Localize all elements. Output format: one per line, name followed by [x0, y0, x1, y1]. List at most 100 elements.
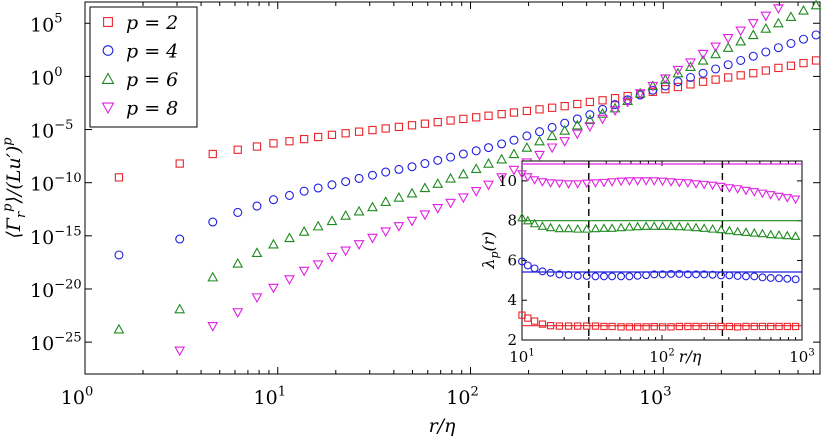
inset-data-point [563, 223, 574, 233]
data-point [560, 102, 569, 111]
inset-data-point [674, 178, 685, 188]
inset-data-point [684, 322, 692, 331]
data-point [354, 173, 364, 183]
inset-data-point [599, 178, 609, 188]
data-point [380, 227, 392, 238]
x-tick-label: 102 [446, 384, 478, 409]
inset-data-point [657, 177, 668, 187]
inset-data-point [607, 223, 617, 232]
data-point [433, 155, 443, 165]
inset-data-point [517, 212, 527, 222]
data-point [584, 114, 596, 125]
data-point [208, 149, 217, 159]
data-point [735, 35, 747, 46]
inset-data-point [632, 177, 643, 186]
inset-data-point [554, 179, 565, 189]
inset-x-tick-label: 102 [649, 347, 674, 366]
data-point [747, 19, 759, 29]
inset-y-tick-label: 4 [507, 291, 517, 309]
inset-series-p-4 [518, 257, 800, 284]
main-axes-box [84, 1, 821, 375]
data-point [685, 58, 696, 69]
data-point [484, 143, 494, 153]
inset-data-point [774, 192, 784, 202]
data-point [483, 180, 494, 191]
data-point [623, 91, 632, 101]
inset-data-point [650, 323, 658, 331]
data-point [471, 146, 481, 156]
inset-data-point [724, 225, 735, 235]
inset-data-point [758, 273, 767, 282]
data-point [522, 131, 532, 141]
data-point [114, 250, 124, 260]
data-point [340, 210, 352, 220]
data-point [457, 168, 469, 179]
data-point [326, 252, 338, 263]
data-point [722, 33, 734, 44]
data-point [353, 240, 365, 250]
data-point [113, 323, 125, 334]
inset-data-point [563, 180, 574, 189]
data-point [459, 114, 468, 124]
inset-data-point [683, 222, 693, 231]
data-point [251, 293, 263, 304]
data-point [496, 153, 508, 164]
data-point [341, 177, 351, 187]
inset-data-point [624, 177, 635, 186]
data-point [722, 42, 734, 52]
data-point [233, 145, 242, 154]
data-point [340, 246, 352, 257]
data-point [508, 165, 520, 176]
inset-data-point [741, 186, 751, 196]
data-point [312, 220, 324, 231]
inset-data-point [591, 272, 600, 281]
data-point [252, 142, 262, 151]
data-point [327, 130, 337, 140]
inset-data-point [554, 223, 565, 233]
data-point [585, 97, 595, 107]
data-point [232, 257, 244, 268]
inset-data-point [572, 224, 583, 233]
inset-y-tick-label: 8 [507, 212, 517, 230]
data-point [585, 110, 595, 120]
data-point [509, 135, 519, 145]
data-point [698, 68, 708, 78]
data-point [433, 117, 442, 127]
inset-data-point [600, 322, 608, 331]
data-point [327, 180, 337, 190]
inset-data-point [765, 229, 776, 239]
inset-data-point [572, 180, 583, 189]
data-point [445, 172, 457, 183]
data-point [686, 80, 695, 89]
inset-data-point [692, 322, 700, 331]
data-point [786, 61, 796, 70]
inset-data-point [582, 271, 591, 280]
data-point [251, 247, 263, 257]
inset-data-point [717, 271, 725, 280]
data-point [174, 303, 186, 314]
data-point [284, 190, 294, 200]
data-point [571, 129, 583, 140]
data-point [634, 89, 646, 100]
series-p-8 [174, 4, 784, 357]
legend-label: p = 8 [126, 98, 178, 120]
data-point [445, 198, 457, 209]
inset-data-point [518, 257, 526, 266]
data-point [535, 105, 544, 114]
data-point [298, 266, 310, 277]
y-tick-label: 10−20 [30, 277, 82, 302]
data-point [798, 4, 809, 15]
inset-data-point [666, 221, 676, 230]
inset-data-point [590, 179, 601, 188]
data-point [420, 159, 430, 169]
inset-data-point [683, 179, 693, 188]
data-point [406, 216, 418, 227]
data-point [252, 201, 262, 211]
data-point [546, 130, 558, 141]
inset-series-p-6 [517, 212, 801, 240]
y-tick-label: 10−5 [30, 118, 73, 143]
inset-data-point [782, 230, 793, 240]
data-point [597, 114, 608, 125]
inset-data-point [650, 270, 659, 279]
